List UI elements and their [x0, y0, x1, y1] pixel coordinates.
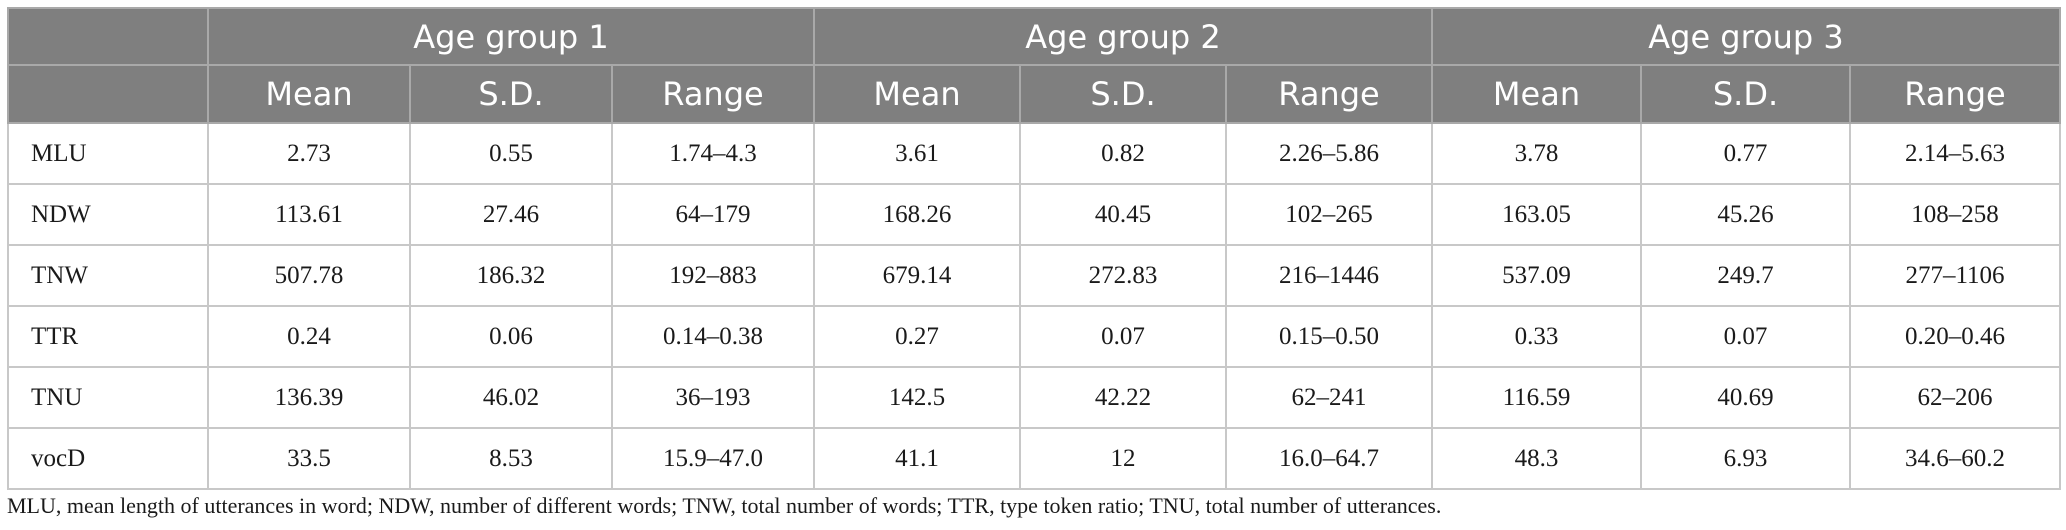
- col-header-mean: Mean: [813, 64, 1021, 124]
- table-cell: 0.82: [1019, 122, 1227, 185]
- col-header-range: Range: [611, 64, 815, 124]
- table-cell: 163.05: [1431, 183, 1642, 246]
- table-cell: 113.61: [207, 183, 411, 246]
- row-label: MLU: [7, 122, 209, 185]
- table-footnote: MLU, mean length of utterances in word; …: [7, 493, 1442, 518]
- table-cell: 48.3: [1431, 427, 1642, 490]
- table-row: TNU 136.39 46.02 36–193 142.5 42.22 62–241 116.…: [7, 366, 2061, 429]
- table-cell: 0.27: [813, 305, 1021, 368]
- table-cell: 272.83: [1019, 244, 1227, 307]
- col-header-range: Range: [1225, 64, 1433, 124]
- table-cell: 0.55: [409, 122, 613, 185]
- table-cell: 0.77: [1640, 122, 1851, 185]
- table-cell: 1.74–4.3: [611, 122, 815, 185]
- corner-cell: [7, 7, 209, 66]
- table-cell: 0.33: [1431, 305, 1642, 368]
- col-header-sd: S.D.: [1019, 64, 1227, 124]
- table-cell: 679.14: [813, 244, 1021, 307]
- col-header-sd: S.D.: [409, 64, 613, 124]
- table-cell: 108–258: [1849, 183, 2061, 246]
- table-cell: 40.45: [1019, 183, 1227, 246]
- table-cell: 136.39: [207, 366, 411, 429]
- table-row: TTR 0.24 0.06 0.14–0.38 0.27 0.07 0.15–0.50 0.3…: [7, 305, 2061, 368]
- table-cell: 0.20–0.46: [1849, 305, 2061, 368]
- data-table: Age group 1 Age group 2 Age group 3 Mean…: [7, 7, 2061, 490]
- table-cell: 0.07: [1019, 305, 1227, 368]
- table-cell: 6.93: [1640, 427, 1851, 490]
- col-header-mean: Mean: [207, 64, 411, 124]
- table-body: MLU 2.73 0.55 1.74–4.3 3.61 0.82 2.26–5.86 3.78…: [7, 122, 2061, 490]
- col-header-sd: S.D.: [1640, 64, 1851, 124]
- table-cell: 62–241: [1225, 366, 1433, 429]
- row-label: NDW: [7, 183, 209, 246]
- table-cell: 2.14–5.63: [1849, 122, 2061, 185]
- table-cell: 2.73: [207, 122, 411, 185]
- table-cell: 0.14–0.38: [611, 305, 815, 368]
- table-cell: 15.9–47.0: [611, 427, 815, 490]
- table-row: vocD 33.5 8.53 15.9–47.0 41.1 12 16.0–64.7 48.3…: [7, 427, 2061, 490]
- table-cell: 3.78: [1431, 122, 1642, 185]
- table-cell: 142.5: [813, 366, 1021, 429]
- table-cell: 33.5: [207, 427, 411, 490]
- table-cell: 42.22: [1019, 366, 1227, 429]
- row-label: TTR: [7, 305, 209, 368]
- table-cell: 168.26: [813, 183, 1021, 246]
- table-cell: 40.69: [1640, 366, 1851, 429]
- header-row-groups: Age group 1 Age group 2 Age group 3: [7, 7, 2061, 66]
- table-cell: 34.6–60.2: [1849, 427, 2061, 490]
- row-label: TNW: [7, 244, 209, 307]
- table-cell: 0.24: [207, 305, 411, 368]
- row-label: TNU: [7, 366, 209, 429]
- table-cell: 36–193: [611, 366, 815, 429]
- group-header-2: Age group 2: [813, 7, 1433, 66]
- table-cell: 0.07: [1640, 305, 1851, 368]
- table-cell: 16.0–64.7: [1225, 427, 1433, 490]
- row-label: vocD: [7, 427, 209, 490]
- col-header-mean: Mean: [1431, 64, 1642, 124]
- table-row: MLU 2.73 0.55 1.74–4.3 3.61 0.82 2.26–5.86 3.78…: [7, 122, 2061, 185]
- table-cell: 249.7: [1640, 244, 1851, 307]
- table-cell: 27.46: [409, 183, 613, 246]
- table-cell: 3.61: [813, 122, 1021, 185]
- table-cell: 45.26: [1640, 183, 1851, 246]
- table-cell: 64–179: [611, 183, 815, 246]
- table-cell: 507.78: [207, 244, 411, 307]
- table-cell: 2.26–5.86: [1225, 122, 1433, 185]
- table-row: NDW 113.61 27.46 64–179 168.26 40.45 102–265 16…: [7, 183, 2061, 246]
- data-table-container: Age group 1 Age group 2 Age group 3 Mean…: [7, 7, 2061, 490]
- table-cell: 186.32: [409, 244, 613, 307]
- table-cell: 277–1106: [1849, 244, 2061, 307]
- table-row: TNW 507.78 186.32 192–883 679.14 272.83 216–14…: [7, 244, 2061, 307]
- header-row-stats: Mean S.D. Range Mean S.D. Range Mean S.D…: [7, 64, 2061, 124]
- table-cell: 41.1: [813, 427, 1021, 490]
- table-cell: 46.02: [409, 366, 613, 429]
- table-cell: 12: [1019, 427, 1227, 490]
- table-cell: 116.59: [1431, 366, 1642, 429]
- table-cell: 0.15–0.50: [1225, 305, 1433, 368]
- table-cell: 0.06: [409, 305, 613, 368]
- table-cell: 102–265: [1225, 183, 1433, 246]
- table-cell: 216–1446: [1225, 244, 1433, 307]
- table-cell: 8.53: [409, 427, 613, 490]
- group-header-3: Age group 3: [1431, 7, 2061, 66]
- corner-cell-lower: [7, 64, 209, 124]
- col-header-range: Range: [1849, 64, 2061, 124]
- table-cell: 192–883: [611, 244, 815, 307]
- table-cell: 537.09: [1431, 244, 1642, 307]
- group-header-1: Age group 1: [207, 7, 815, 66]
- table-cell: 62–206: [1849, 366, 2061, 429]
